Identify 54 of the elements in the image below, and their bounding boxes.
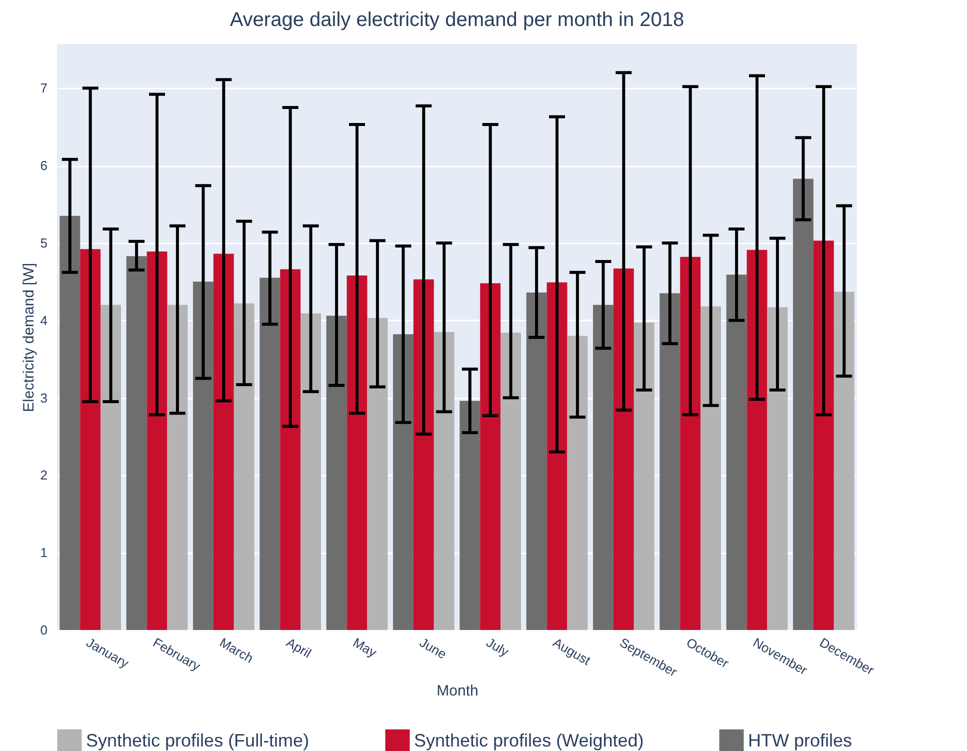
bar <box>546 282 568 630</box>
bar <box>480 283 501 630</box>
bar <box>80 249 101 630</box>
bar <box>413 279 434 630</box>
legend-label: Synthetic profiles (Full-time) <box>86 730 310 751</box>
bar <box>280 269 301 630</box>
bar <box>526 292 547 630</box>
y-tick-label: 0 <box>40 622 48 638</box>
bar <box>634 322 654 630</box>
bar <box>500 332 521 630</box>
bar <box>326 316 347 630</box>
bar <box>813 240 834 630</box>
bar <box>767 307 788 630</box>
bar <box>434 332 454 630</box>
x-tick-label: April <box>284 634 314 661</box>
x-tick-label: May <box>350 634 380 660</box>
y-axis-title: Electricity demand [W] <box>20 262 38 412</box>
bar <box>680 256 701 630</box>
bar <box>60 216 80 630</box>
x-tick-label: June <box>417 634 450 662</box>
bar <box>700 306 721 630</box>
bar <box>146 251 168 630</box>
y-tick-label: 4 <box>40 312 48 328</box>
bar <box>260 278 280 630</box>
bar <box>193 282 214 630</box>
bar <box>213 254 234 630</box>
x-axis-title: Month <box>436 682 478 700</box>
bar <box>726 274 747 630</box>
bar <box>234 303 254 630</box>
y-tick-label: 7 <box>40 80 48 96</box>
bar <box>834 292 854 630</box>
bar <box>613 268 634 630</box>
legend-label: Synthetic profiles (Weighted) <box>414 730 644 751</box>
chart-title: Average daily electricity demand per month in 2018 <box>230 9 684 31</box>
y-tick-label: 3 <box>40 390 48 406</box>
y-tick-label: 6 <box>40 158 48 174</box>
bar <box>167 304 188 630</box>
y-tick-label: 1 <box>40 545 48 560</box>
bar <box>593 304 614 630</box>
bar <box>300 313 321 630</box>
bar <box>367 318 388 630</box>
bar <box>346 275 368 630</box>
x-tick-label: July <box>484 634 512 660</box>
legend-label: HTW profiles <box>748 730 852 751</box>
y-tick-label: 2 <box>40 468 48 483</box>
bar <box>793 178 814 630</box>
bar <box>100 304 121 630</box>
bar <box>126 256 147 630</box>
bar <box>660 293 680 630</box>
bar <box>746 250 768 630</box>
y-tick-label: 5 <box>40 235 48 250</box>
bar <box>460 400 480 630</box>
bar <box>393 334 414 630</box>
bar <box>567 336 588 630</box>
